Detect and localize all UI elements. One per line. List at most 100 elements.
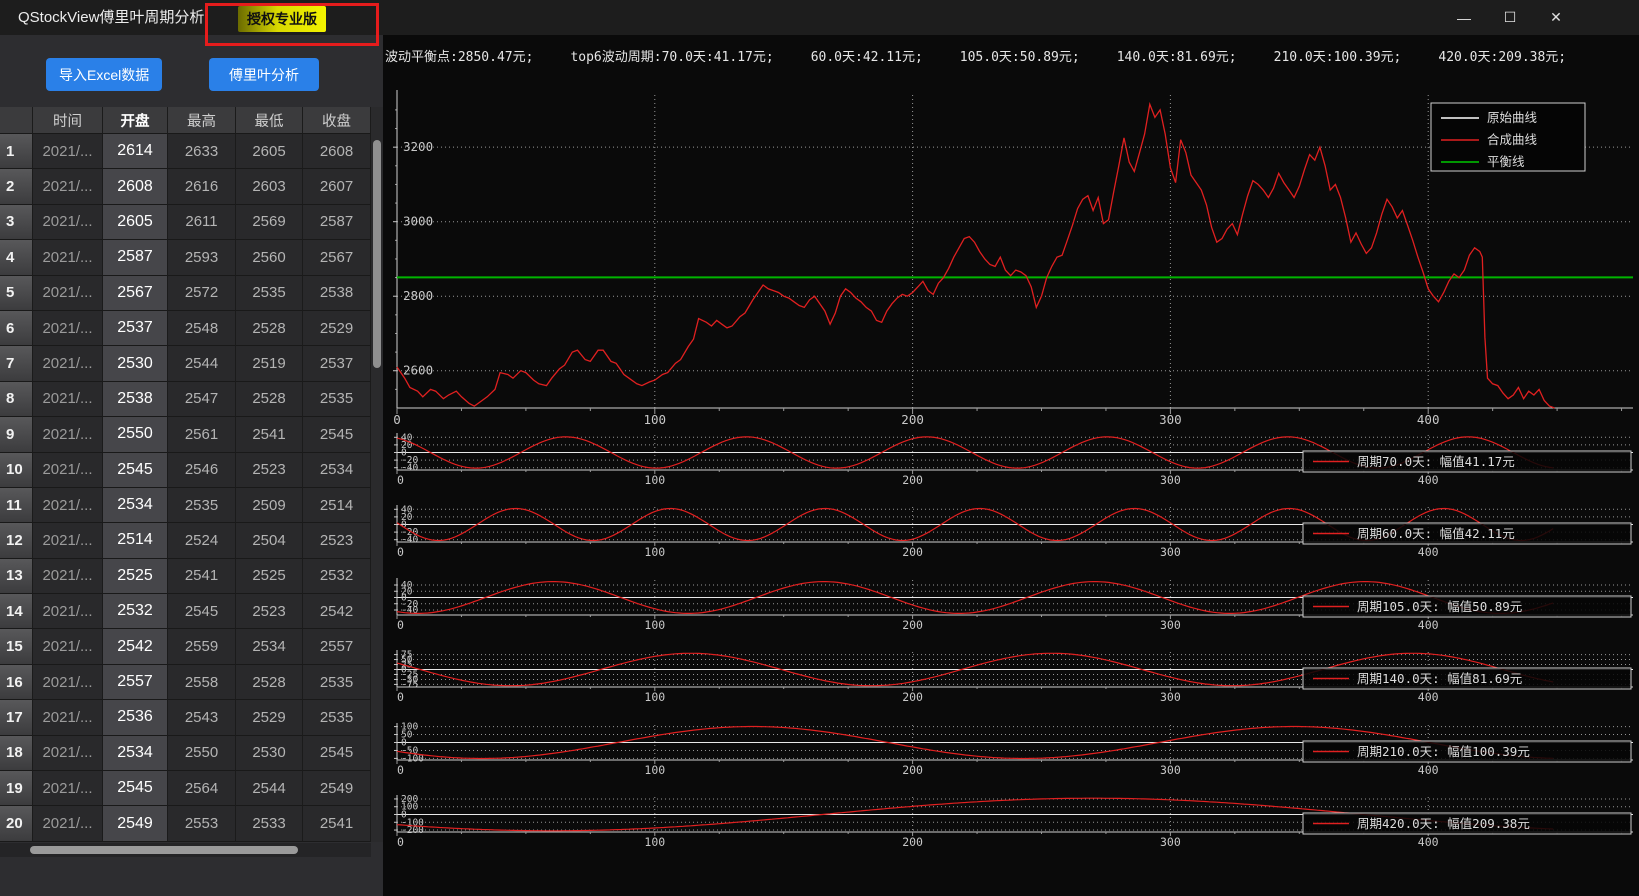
- cell-close[interactable]: 2607: [303, 169, 371, 205]
- cell-high[interactable]: 2545: [168, 594, 236, 630]
- cell-close[interactable]: 2557: [303, 629, 371, 665]
- table-row[interactable]: 15 2021/... 2542 2559 2534 2557: [0, 629, 371, 665]
- cell-close[interactable]: 2523: [303, 523, 371, 559]
- cell-high[interactable]: 2547: [168, 381, 236, 418]
- table-row[interactable]: 5 2021/... 2567 2572 2535 2538: [0, 275, 371, 311]
- cell-low[interactable]: 2528: [236, 310, 303, 347]
- table-header-cell[interactable]: 最低: [236, 107, 303, 134]
- table-row[interactable]: 17 2021/... 2536 2543 2529 2535: [0, 700, 371, 736]
- row-number-cell[interactable]: 6: [0, 310, 33, 347]
- cell-high[interactable]: 2572: [168, 275, 236, 311]
- row-number-cell[interactable]: 20: [0, 806, 33, 842]
- row-number-cell[interactable]: 13: [0, 558, 33, 595]
- row-number-cell[interactable]: 2: [0, 169, 33, 205]
- cell-low[interactable]: 2528: [236, 664, 303, 701]
- cell-open[interactable]: 2605: [103, 204, 168, 241]
- row-number-cell[interactable]: 4: [0, 240, 33, 276]
- cell-low[interactable]: 2535: [236, 275, 303, 311]
- row-number-cell[interactable]: 5: [0, 275, 33, 311]
- row-number-cell[interactable]: 10: [0, 452, 33, 488]
- cell-high[interactable]: 2593: [168, 240, 236, 276]
- table-row[interactable]: 9 2021/... 2550 2561 2541 2545: [0, 417, 371, 453]
- table-row[interactable]: 10 2021/... 2545 2546 2523 2534: [0, 452, 371, 488]
- cell-close[interactable]: 2514: [303, 487, 371, 524]
- cell-open[interactable]: 2550: [103, 417, 168, 453]
- table-header-cell[interactable]: 收盘: [303, 107, 371, 134]
- cell-time[interactable]: 2021/...: [33, 594, 103, 630]
- cell-open[interactable]: 2514: [103, 523, 168, 559]
- table-header-cell[interactable]: 最高: [168, 107, 236, 134]
- cell-open[interactable]: 2534: [103, 487, 168, 524]
- cell-open[interactable]: 2538: [103, 381, 168, 418]
- cell-time[interactable]: 2021/...: [33, 735, 103, 772]
- table-row[interactable]: 12 2021/... 2514 2524 2504 2523: [0, 523, 371, 559]
- table-row[interactable]: 2 2021/... 2608 2616 2603 2607: [0, 169, 371, 205]
- cell-low[interactable]: 2533: [236, 806, 303, 842]
- table-row[interactable]: 18 2021/... 2534 2550 2530 2545: [0, 735, 371, 772]
- table-row[interactable]: 13 2021/... 2525 2541 2525 2532: [0, 558, 371, 595]
- row-number-cell[interactable]: 11: [0, 487, 33, 524]
- cell-time[interactable]: 2021/...: [33, 700, 103, 736]
- cell-time[interactable]: 2021/...: [33, 664, 103, 701]
- table-row[interactable]: 20 2021/... 2549 2553 2533 2541: [0, 806, 371, 842]
- cell-low[interactable]: 2519: [236, 346, 303, 382]
- cell-high[interactable]: 2524: [168, 523, 236, 559]
- cell-open[interactable]: 2545: [103, 771, 168, 807]
- cell-high[interactable]: 2564: [168, 771, 236, 807]
- row-number-cell[interactable]: 19: [0, 771, 33, 807]
- cell-close[interactable]: 2535: [303, 700, 371, 736]
- cell-low[interactable]: 2529: [236, 700, 303, 736]
- cell-low[interactable]: 2603: [236, 169, 303, 205]
- cell-time[interactable]: 2021/...: [33, 452, 103, 488]
- horizontal-scrollbar-thumb[interactable]: [30, 846, 298, 854]
- cell-close[interactable]: 2545: [303, 417, 371, 453]
- cell-close[interactable]: 2535: [303, 664, 371, 701]
- cell-high[interactable]: 2550: [168, 735, 236, 772]
- cell-time[interactable]: 2021/...: [33, 134, 103, 170]
- row-number-cell[interactable]: 12: [0, 523, 33, 559]
- cell-high[interactable]: 2559: [168, 629, 236, 665]
- cell-time[interactable]: 2021/...: [33, 417, 103, 453]
- cell-close[interactable]: 2549: [303, 771, 371, 807]
- cell-low[interactable]: 2509: [236, 487, 303, 524]
- cell-open[interactable]: 2608: [103, 169, 168, 205]
- row-number-cell[interactable]: 9: [0, 417, 33, 453]
- license-badge-button[interactable]: 授权专业版: [238, 6, 326, 32]
- cell-time[interactable]: 2021/...: [33, 523, 103, 559]
- cell-open[interactable]: 2587: [103, 240, 168, 276]
- table-row[interactable]: 8 2021/... 2538 2547 2528 2535: [0, 381, 371, 418]
- close-button[interactable]: ✕: [1533, 0, 1579, 35]
- cell-time[interactable]: 2021/...: [33, 381, 103, 418]
- cell-low[interactable]: 2605: [236, 134, 303, 170]
- cell-high[interactable]: 2548: [168, 310, 236, 347]
- table-row[interactable]: 6 2021/... 2537 2548 2528 2529: [0, 310, 371, 347]
- cell-open[interactable]: 2534: [103, 735, 168, 772]
- row-number-cell[interactable]: 1: [0, 134, 33, 170]
- cell-open[interactable]: 2614: [103, 134, 168, 170]
- cell-low[interactable]: 2560: [236, 240, 303, 276]
- cell-close[interactable]: 2541: [303, 806, 371, 842]
- cell-close[interactable]: 2532: [303, 558, 371, 595]
- cell-high[interactable]: 2558: [168, 664, 236, 701]
- import-excel-button[interactable]: 导入Excel数据: [46, 58, 163, 91]
- cell-low[interactable]: 2541: [236, 417, 303, 453]
- cell-high[interactable]: 2553: [168, 806, 236, 842]
- cell-open[interactable]: 2537: [103, 310, 168, 347]
- cell-low[interactable]: 2523: [236, 594, 303, 630]
- cell-high[interactable]: 2633: [168, 134, 236, 170]
- row-number-cell[interactable]: 14: [0, 594, 33, 630]
- cell-high[interactable]: 2535: [168, 487, 236, 524]
- cell-open[interactable]: 2542: [103, 629, 168, 665]
- cell-open[interactable]: 2557: [103, 664, 168, 701]
- cell-low[interactable]: 2544: [236, 771, 303, 807]
- cell-time[interactable]: 2021/...: [33, 275, 103, 311]
- cell-high[interactable]: 2561: [168, 417, 236, 453]
- cell-time[interactable]: 2021/...: [33, 487, 103, 524]
- cell-open[interactable]: 2530: [103, 346, 168, 382]
- cell-time[interactable]: 2021/...: [33, 346, 103, 382]
- cell-high[interactable]: 2546: [168, 452, 236, 488]
- cell-close[interactable]: 2608: [303, 134, 371, 170]
- cell-time[interactable]: 2021/...: [33, 204, 103, 241]
- cell-high[interactable]: 2611: [168, 204, 236, 241]
- table-row[interactable]: 16 2021/... 2557 2558 2528 2535: [0, 664, 371, 701]
